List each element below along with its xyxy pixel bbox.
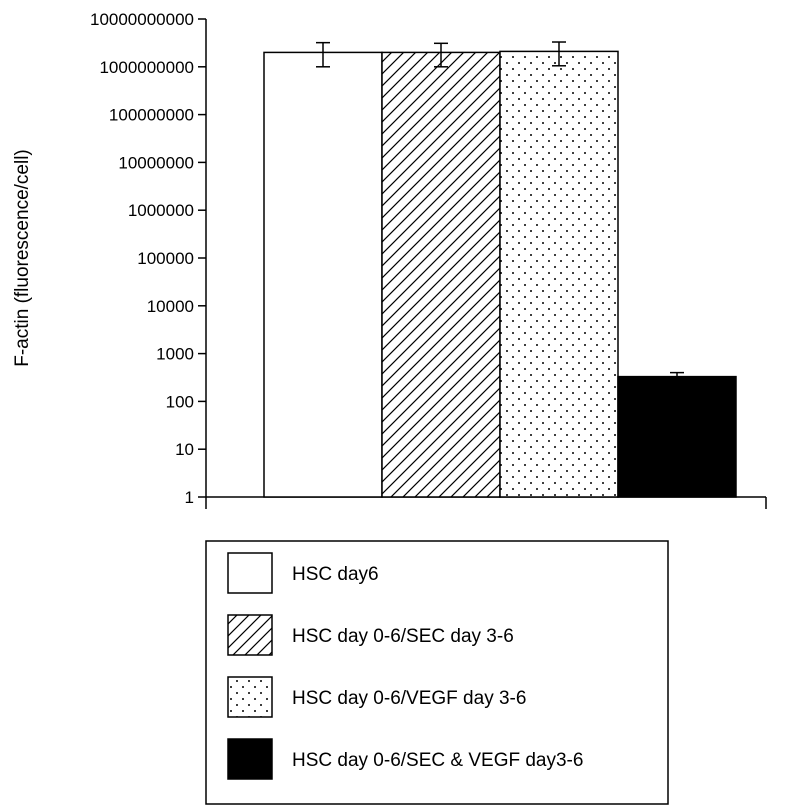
y-tick-label: 100 — [166, 392, 194, 411]
y-axis-label: F-actin (fluorescence/cell) — [12, 149, 33, 367]
legend-swatch — [227, 738, 273, 780]
legend-entry-label: HSC day 0-6/SEC day 3-6 — [292, 626, 514, 647]
legend-entry-label: HSC day6 — [292, 564, 379, 585]
y-tick-label: 100000 — [137, 249, 194, 268]
y-tick-label: 1 — [185, 488, 194, 507]
legend-swatch — [227, 676, 273, 718]
y-tick-label: 1000 — [156, 345, 194, 364]
plot-area: 1 10 100 1000 10000 100000 1000000 10000000 1000… — [90, 10, 767, 509]
bar — [381, 51, 501, 498]
y-tick-label: 100000000 — [109, 106, 194, 125]
bar — [617, 375, 737, 498]
y-tick-label: 10000 — [147, 297, 194, 316]
y-tick-label: 10000000 — [118, 153, 194, 172]
y-tick-label: 10000000000 — [90, 10, 194, 29]
y-tick-label: 1000000000 — [99, 58, 194, 77]
bar — [499, 50, 619, 498]
bar — [263, 51, 383, 498]
legend-entry-label: HSC day 0-6/VEGF day 3-6 — [292, 688, 526, 709]
legend-swatch — [227, 552, 273, 594]
legend: HSC day6 HSC day 0-6/SEC day 3-6 HSC day 0… — [205, 540, 669, 805]
legend-swatch — [227, 614, 273, 656]
legend-entry-label: HSC day 0-6/SEC & VEGF day3-6 — [292, 750, 583, 771]
y-tick-label: 1000000 — [128, 201, 194, 220]
y-tick-label: 10 — [175, 440, 194, 459]
legend-box — [205, 540, 669, 805]
